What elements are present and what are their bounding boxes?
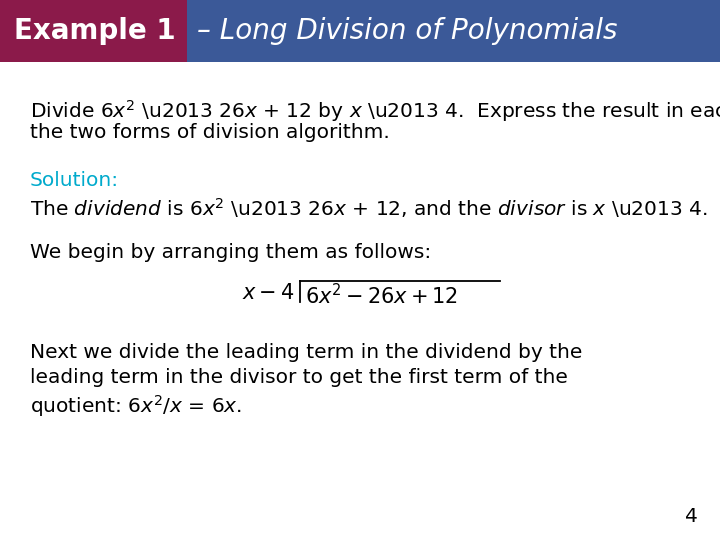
Bar: [0, 0, 187, 62]
Text: $x - 4$: $x - 4$: [243, 283, 295, 303]
Text: $6x^2 - 26x + 12$: $6x^2 - 26x + 12$: [305, 283, 458, 308]
Text: Divide 6$x^2$ \u2013 26$x$ + 12 by $x$ \u2013 4.  Express the result in each of: Divide 6$x^2$ \u2013 26$x$ + 12 by $x$ \…: [30, 98, 720, 124]
Text: 4: 4: [685, 507, 698, 526]
Text: leading term in the divisor to get the first term of the: leading term in the divisor to get the f…: [30, 368, 568, 387]
Bar: [187, 0, 720, 62]
Text: Next we divide the leading term in the dividend by the: Next we divide the leading term in the d…: [30, 343, 582, 362]
Text: – Long Division of Polynomials: – Long Division of Polynomials: [197, 17, 618, 45]
Text: Example 1: Example 1: [14, 17, 176, 45]
Text: We begin by arranging them as follows:: We begin by arranging them as follows:: [30, 243, 431, 262]
Text: the two forms of division algorithm.: the two forms of division algorithm.: [30, 123, 390, 142]
Text: quotient: 6$x^2$/$x$ = 6$x$.: quotient: 6$x^2$/$x$ = 6$x$.: [30, 393, 242, 419]
Text: Solution:: Solution:: [30, 171, 119, 190]
Text: The $\mathit{dividend}$ is 6$x^2$ \u2013 26$x$ + 12, and the $\mathit{divisor}$ : The $\mathit{dividend}$ is 6$x^2$ \u2013…: [30, 195, 708, 219]
